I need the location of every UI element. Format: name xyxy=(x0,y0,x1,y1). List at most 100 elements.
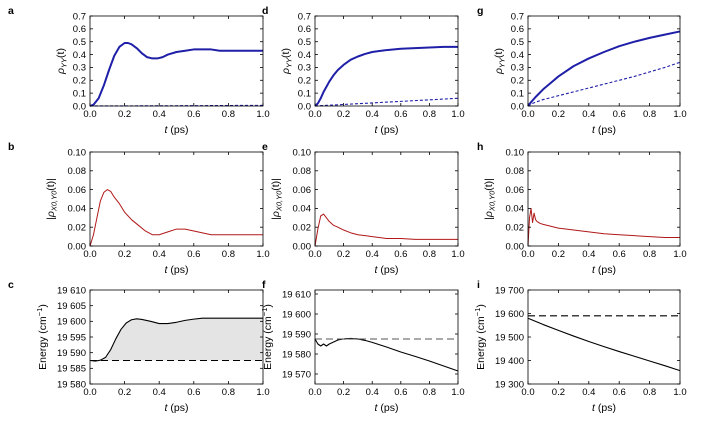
y-tick-label: 0.00 xyxy=(506,241,525,252)
plot-frame xyxy=(314,151,459,247)
x-tick-label: 0.6 xyxy=(187,249,200,260)
x-axis-label: t (ps) xyxy=(592,402,616,414)
y-tick-label: 0.4 xyxy=(511,50,524,61)
y-tick-label: 19 595 xyxy=(57,332,86,343)
x-tick-label: 0.6 xyxy=(187,387,200,398)
panel-a: a0.0 0.2 0.4 0.6 0.8 1.00.00.10.20.30.40.50.6… xyxy=(8,5,270,136)
y-axis-label: ρYY(t) xyxy=(55,48,69,75)
x-tick-label: 1.0 xyxy=(673,387,686,398)
x-tick-label: 0.8 xyxy=(643,249,656,260)
x-tick-label: 0.2 xyxy=(118,109,131,120)
y-tick-label: 19 600 xyxy=(282,309,311,320)
x-tick-label: 0.2 xyxy=(552,109,565,120)
y-tick-label: 0.3 xyxy=(298,63,311,74)
x-tick-label: 0.4 xyxy=(153,249,166,260)
y-tick-label: 0.0 xyxy=(73,101,86,112)
y-tick-label: 19 610 xyxy=(57,285,86,296)
y-axis-label: ρYY(t) xyxy=(493,48,507,75)
y-tick-label: 0.10 xyxy=(68,147,87,158)
y-tick-label: 19 600 xyxy=(495,309,524,320)
y-tick-label: 19 400 xyxy=(495,356,524,367)
plot-frame xyxy=(89,15,264,107)
x-tick-label: 0.8 xyxy=(643,387,656,398)
x-tick-label: 1.0 xyxy=(256,109,269,120)
x-tick-label: 0.8 xyxy=(222,109,235,120)
y-tick-label: 0.5 xyxy=(73,37,86,48)
x-axis-label: t (ps) xyxy=(165,264,189,276)
series-line-solid xyxy=(314,337,459,372)
panel-c: c 0.0 0.2 0.4 0.6 0.8 1.0 19 580 19 585 19 590 19 … xyxy=(8,279,270,414)
y-tick-label: 0.2 xyxy=(511,76,524,87)
x-tick-label: 0.4 xyxy=(153,109,166,120)
y-axis-label: |ρX0,Y0(t)| xyxy=(45,178,59,220)
panel-label: h xyxy=(477,141,483,153)
x-tick-label: 1.0 xyxy=(451,387,464,398)
panel-label: f xyxy=(262,279,266,291)
y-tick-label: 0.00 xyxy=(68,241,87,252)
panel-label: a xyxy=(8,5,14,17)
y-tick-label: 0.04 xyxy=(68,204,87,215)
y-tick-label: 0.7 xyxy=(511,11,524,22)
x-tick-label: 0.0 xyxy=(521,387,534,398)
x-tick-label: 0.4 xyxy=(366,387,379,398)
panel-label: i xyxy=(477,279,480,291)
y-axis-label: |ρX0,Y0(t)| xyxy=(483,178,497,220)
y-tick-label: 0.6 xyxy=(298,24,311,35)
plot-frame xyxy=(527,15,681,107)
y-tick-label: 0.04 xyxy=(506,204,525,215)
panel-g: g0.0 0.2 0.4 0.6 0.8 1.00.00.10.20.30.40.50.6… xyxy=(477,5,687,136)
x-tick-label: 0.2 xyxy=(337,387,350,398)
y-tick-label: 19 580 xyxy=(57,379,86,390)
x-tick-label: 0.0 xyxy=(308,387,321,398)
x-tick-label: 0.8 xyxy=(423,387,436,398)
x-tick-label: 0.8 xyxy=(222,249,235,260)
series-line-solid xyxy=(527,317,681,372)
x-tick-label: 1.0 xyxy=(451,109,464,120)
x-tick-label: 1.0 xyxy=(673,249,686,260)
y-tick-label: 19 605 xyxy=(57,301,86,312)
panel-h: h 0.0 0.2 0.4 0.6 0.8 1.0 0.00 0.02 0.04 0.06 0.08 0… xyxy=(477,141,687,276)
y-tick-label: 0.4 xyxy=(298,50,311,61)
x-tick-label: 0.0 xyxy=(308,109,321,120)
x-axis-label: t (ps) xyxy=(375,264,399,276)
y-tick-label: 0.5 xyxy=(298,37,311,48)
y-axis-label: ρYY(t) xyxy=(280,48,294,75)
y-tick-label: 0.08 xyxy=(506,166,525,177)
series-line-solid xyxy=(527,207,680,247)
y-tick-label: 0.1 xyxy=(511,88,524,99)
series-line-solid xyxy=(89,189,263,247)
series-line-dashed xyxy=(527,61,681,107)
y-tick-label: 19 590 xyxy=(282,329,311,340)
x-tick-label: 1.0 xyxy=(256,387,269,398)
y-tick-label: 0.7 xyxy=(298,11,311,22)
y-tick-label: 19 700 xyxy=(495,285,524,296)
x-tick-label: 0.6 xyxy=(187,109,200,120)
y-axis-label: Energy (cm−1) xyxy=(473,304,487,370)
y-tick-label: 0.06 xyxy=(68,185,87,196)
y-tick-label: 19 590 xyxy=(57,348,86,359)
y-tick-label: 0.3 xyxy=(511,63,524,74)
y-tick-label: 19 300 xyxy=(495,379,524,390)
panel-label: g xyxy=(477,5,483,17)
y-tick-label: 0.2 xyxy=(73,76,86,87)
y-tick-label: 0.6 xyxy=(73,24,86,35)
y-tick-label: 0.02 xyxy=(506,223,525,234)
y-tick-label: 19 500 xyxy=(495,332,524,343)
y-tick-label: 0.1 xyxy=(73,88,86,99)
y-tick-label: 0.10 xyxy=(506,147,525,158)
x-axis-label: t (ps) xyxy=(165,402,189,414)
y-tick-label: 0.02 xyxy=(293,223,312,234)
y-tick-label: 19 585 xyxy=(57,364,86,375)
x-tick-label: 0.2 xyxy=(118,249,131,260)
panel-label: e xyxy=(262,141,268,153)
y-tick-label: 0.02 xyxy=(68,223,87,234)
series-line-solid xyxy=(527,30,681,107)
x-tick-label: 0.4 xyxy=(366,109,379,120)
y-tick-label: 0.5 xyxy=(511,37,524,48)
y-tick-label: 0.00 xyxy=(293,241,312,252)
x-tick-label: 0.2 xyxy=(337,109,350,120)
y-tick-label: 0.08 xyxy=(68,166,87,177)
x-tick-label: 0.0 xyxy=(83,249,96,260)
y-axis-label: |ρX0,Y0(t)| xyxy=(270,178,284,220)
